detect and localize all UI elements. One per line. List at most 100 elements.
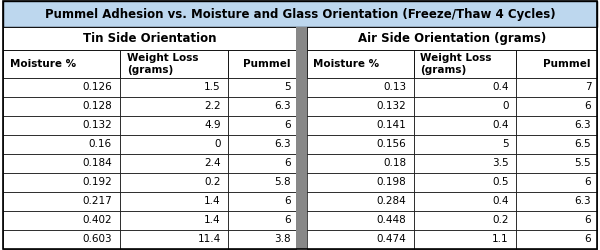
Bar [229, 50, 296, 78]
Text: 0.2: 0.2 [205, 177, 221, 187]
Text: Tin Side Orientation: Tin Side Orientation [83, 32, 216, 45]
Bar [120, 230, 229, 249]
Text: 0.5: 0.5 [492, 177, 509, 187]
Bar [307, 154, 414, 173]
Bar [307, 135, 414, 154]
Bar [515, 78, 597, 97]
Bar [307, 27, 597, 50]
Text: 0.217: 0.217 [82, 196, 112, 206]
Bar [307, 230, 414, 249]
Bar [515, 192, 597, 211]
Bar [307, 50, 414, 78]
Bar [307, 116, 414, 135]
Bar [3, 230, 120, 249]
Bar [120, 173, 229, 192]
Bar [414, 230, 515, 249]
Bar [414, 97, 515, 116]
Bar [307, 97, 414, 116]
Bar [307, 78, 414, 97]
Bar [3, 154, 120, 173]
Text: 6: 6 [284, 196, 291, 206]
Text: 6.3: 6.3 [275, 140, 291, 149]
Text: 5.8: 5.8 [275, 177, 291, 187]
Bar [3, 97, 120, 116]
Text: 4.9: 4.9 [204, 120, 221, 130]
Text: 0.2: 0.2 [492, 215, 509, 225]
Bar [414, 154, 515, 173]
Bar [3, 116, 120, 135]
Bar [120, 135, 229, 154]
Bar [414, 173, 515, 192]
Text: 3.5: 3.5 [492, 158, 509, 168]
Text: 11.4: 11.4 [197, 234, 221, 244]
Bar [120, 78, 229, 97]
Text: 6: 6 [584, 177, 592, 187]
Text: 6.3: 6.3 [275, 102, 291, 112]
Text: 0.132: 0.132 [377, 102, 406, 112]
Bar [120, 116, 229, 135]
Bar [307, 173, 414, 192]
Text: 2.4: 2.4 [204, 158, 221, 168]
Text: Weight Loss
(grams): Weight Loss (grams) [420, 53, 491, 74]
Bar [515, 173, 597, 192]
Text: 6: 6 [584, 215, 592, 225]
Bar [120, 97, 229, 116]
Bar [414, 50, 515, 78]
Bar [3, 135, 120, 154]
Text: 0.198: 0.198 [377, 177, 406, 187]
Text: 0.16: 0.16 [89, 140, 112, 149]
Text: 0.141: 0.141 [377, 120, 406, 130]
Text: 0.126: 0.126 [82, 82, 112, 92]
Bar [120, 211, 229, 230]
Text: 5: 5 [284, 82, 291, 92]
Bar [229, 116, 296, 135]
Bar [515, 211, 597, 230]
Text: Weight Loss
(grams): Weight Loss (grams) [127, 53, 198, 74]
Text: 7: 7 [584, 82, 592, 92]
Bar [414, 192, 515, 211]
Bar [120, 50, 229, 78]
Text: 0.284: 0.284 [377, 196, 406, 206]
Text: Air Side Orientation (grams): Air Side Orientation (grams) [358, 32, 546, 45]
Text: 0: 0 [502, 102, 509, 112]
Text: 0.132: 0.132 [82, 120, 112, 130]
Bar [229, 230, 296, 249]
Bar [515, 97, 597, 116]
Bar [3, 50, 120, 78]
Text: 0.448: 0.448 [377, 215, 406, 225]
Text: 0.4: 0.4 [492, 196, 509, 206]
Bar [515, 135, 597, 154]
Text: 6: 6 [284, 215, 291, 225]
Bar [3, 173, 120, 192]
Bar [3, 1, 597, 27]
Bar [3, 78, 120, 97]
Text: 0.402: 0.402 [82, 215, 112, 225]
Text: 5.5: 5.5 [575, 158, 592, 168]
Text: Pummel: Pummel [243, 59, 290, 69]
Text: 0.603: 0.603 [82, 234, 112, 244]
Text: 0.184: 0.184 [82, 158, 112, 168]
Text: 0.474: 0.474 [377, 234, 406, 244]
Bar [229, 154, 296, 173]
Bar [307, 192, 414, 211]
Text: 0.13: 0.13 [383, 82, 406, 92]
Bar [3, 27, 296, 50]
Text: 2.2: 2.2 [204, 102, 221, 112]
Text: 0.4: 0.4 [492, 120, 509, 130]
Text: 6: 6 [584, 102, 592, 112]
Text: 6.3: 6.3 [575, 196, 592, 206]
Bar [229, 135, 296, 154]
Text: 1.4: 1.4 [204, 215, 221, 225]
Text: 0.192: 0.192 [82, 177, 112, 187]
Bar [414, 116, 515, 135]
Text: 1.1: 1.1 [492, 234, 509, 244]
Bar [120, 192, 229, 211]
Bar [515, 116, 597, 135]
Text: 6.3: 6.3 [575, 120, 592, 130]
Text: Pummel Adhesion vs. Moisture and Glass Orientation (Freeze/Thaw 4 Cycles): Pummel Adhesion vs. Moisture and Glass O… [44, 8, 556, 21]
Text: Moisture %: Moisture % [313, 59, 379, 69]
Text: 1.4: 1.4 [204, 196, 221, 206]
Bar [414, 135, 515, 154]
Bar [229, 211, 296, 230]
Text: 0.128: 0.128 [82, 102, 112, 112]
